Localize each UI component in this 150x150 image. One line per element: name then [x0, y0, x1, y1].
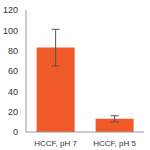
svg-text:80: 80	[8, 46, 18, 56]
svg-text:60: 60	[8, 66, 18, 76]
svg-text:120: 120	[8, 5, 18, 15]
svg-text:HCCF, pH 7: HCCF, pH 7	[34, 139, 77, 148]
svg-text:0: 0	[13, 127, 18, 137]
svg-text:40: 40	[8, 87, 18, 97]
svg-text:20: 20	[8, 107, 18, 117]
svg-text:HCCF, pH 5: HCCF, pH 5	[93, 139, 136, 148]
svg-text:100: 100	[8, 26, 18, 36]
